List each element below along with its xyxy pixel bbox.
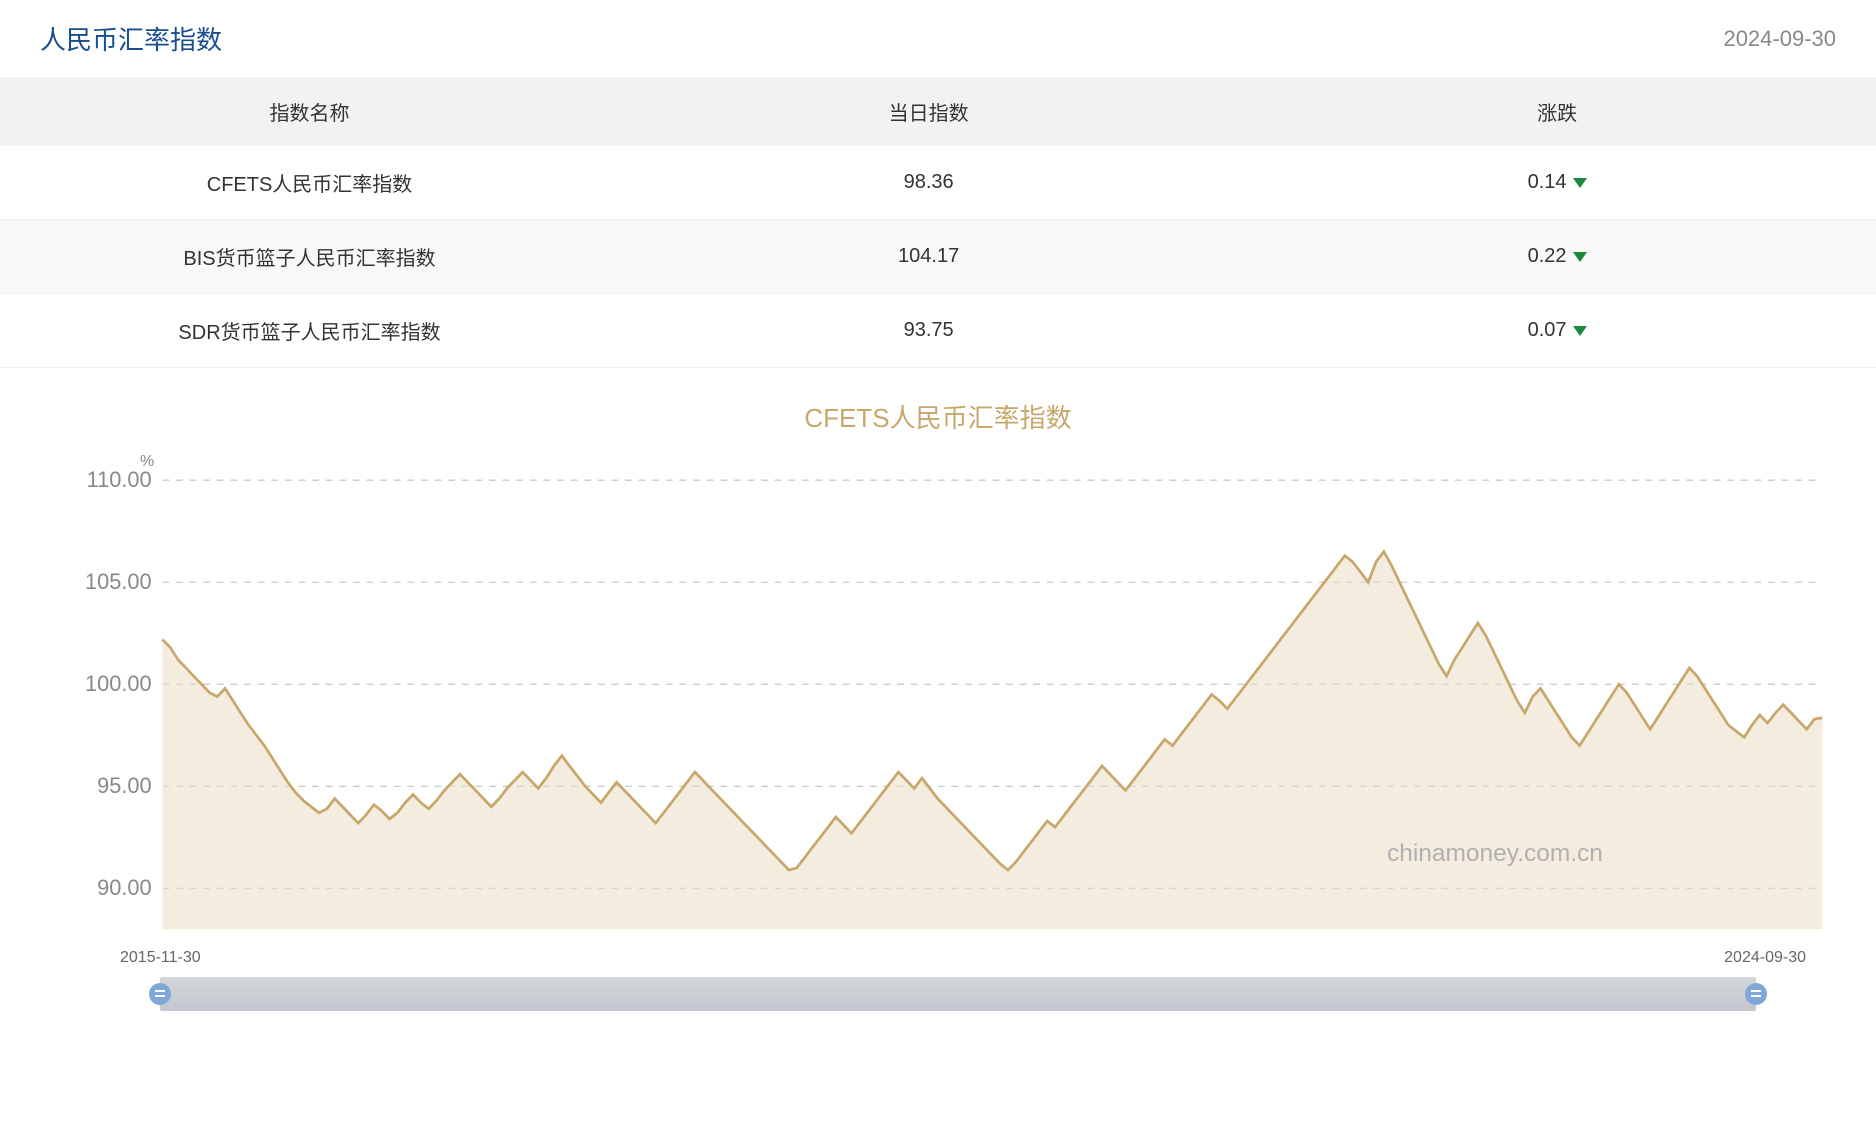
col-header-name: 指数名称 — [0, 77, 619, 146]
range-handle-right[interactable] — [1745, 983, 1767, 1005]
caret-down-icon — [1573, 326, 1587, 336]
cell-index-change: 0.22 — [1238, 220, 1876, 294]
col-header-value: 当日指数 — [619, 77, 1238, 146]
index-table: 指数名称 当日指数 涨跌 CFETS人民币汇率指数98.360.14BIS货币篮… — [0, 77, 1876, 368]
chart-wrap: % 90.0095.00100.00105.00110.00chinamoney… — [40, 453, 1836, 1011]
cell-index-name: CFETS人民币汇率指数 — [0, 146, 619, 220]
range-handle-left[interactable] — [149, 983, 171, 1005]
chart-title: CFETS人民币汇率指数 — [40, 398, 1836, 435]
x-start-label: 2015-11-30 — [120, 949, 201, 967]
caret-down-icon — [1573, 178, 1587, 188]
line-chart: 90.0095.00100.00105.00110.00chinamoney.c… — [40, 453, 1836, 943]
cell-index-value: 98.36 — [619, 146, 1238, 220]
watermark: chinamoney.com.cn — [1387, 840, 1603, 867]
table-row: SDR货币篮子人民币汇率指数93.750.07 — [0, 294, 1876, 368]
y-axis-unit: % — [140, 453, 154, 471]
svg-text:95.00: 95.00 — [97, 773, 151, 798]
svg-text:105.00: 105.00 — [85, 569, 152, 594]
col-header-change: 涨跌 — [1238, 77, 1876, 146]
x-axis-labels: 2015-11-30 2024-09-30 — [40, 943, 1836, 967]
caret-down-icon — [1573, 252, 1587, 262]
cell-index-name: SDR货币篮子人民币汇率指数 — [0, 294, 619, 368]
chart-section: CFETS人民币汇率指数 % 90.0095.00100.00105.00110… — [0, 368, 1876, 1031]
table-header-row: 指数名称 当日指数 涨跌 — [0, 77, 1876, 146]
cell-index-name: BIS货币篮子人民币汇率指数 — [0, 220, 619, 294]
cell-index-change: 0.14 — [1238, 146, 1876, 220]
svg-text:100.00: 100.00 — [85, 671, 152, 696]
cell-index-value: 93.75 — [619, 294, 1238, 368]
x-end-label: 2024-09-30 — [1724, 949, 1806, 967]
header-date: 2024-09-30 — [1723, 26, 1836, 52]
cell-index-change: 0.07 — [1238, 294, 1876, 368]
page-header: 人民币汇率指数 2024-09-30 — [0, 0, 1876, 77]
table-row: BIS货币篮子人民币汇率指数104.170.22 — [0, 220, 1876, 294]
svg-text:90.00: 90.00 — [97, 875, 151, 900]
table-row: CFETS人民币汇率指数98.360.14 — [0, 146, 1876, 220]
range-slider[interactable] — [160, 977, 1756, 1011]
cell-index-value: 104.17 — [619, 220, 1238, 294]
page-title: 人民币汇率指数 — [40, 20, 222, 57]
